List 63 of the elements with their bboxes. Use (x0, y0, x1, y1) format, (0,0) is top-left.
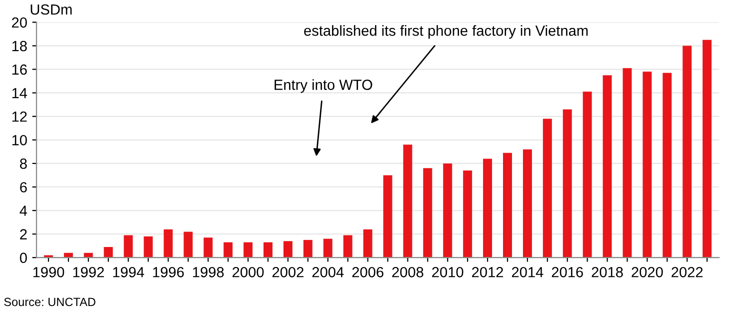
bar (562, 109, 572, 258)
y-tick-label: 4 (20, 206, 28, 216)
y-tick-label: 8 (20, 158, 27, 169)
y-tick-label: 6 (20, 182, 27, 192)
bar (622, 68, 632, 258)
bar (582, 92, 592, 258)
bar (343, 235, 352, 258)
x-tick-label: 1994 (113, 266, 144, 278)
bar (662, 72, 672, 258)
y-tick-label: 12 (12, 111, 27, 122)
y-tick-label: 0 (20, 252, 27, 264)
bar (323, 238, 332, 258)
source-note: Source: UNCTAD (4, 298, 96, 306)
annotation: established its first phone factory in Vietnam (304, 25, 588, 39)
y-tick-label: 18 (12, 40, 27, 52)
annotation: Entry into WTO (274, 79, 372, 93)
bar (303, 240, 312, 258)
x-tick-label: 2016 (552, 266, 583, 278)
y-tick-label: 2 (20, 229, 27, 240)
bar (204, 238, 213, 258)
x-tick-label: 2010 (432, 266, 464, 278)
bar (542, 118, 552, 258)
bar (124, 235, 133, 258)
x-tick-label: 2018 (592, 266, 623, 278)
bar (224, 242, 233, 258)
y-axis-title: USDm (30, 4, 72, 15)
bar (423, 168, 432, 258)
y-tick-label: 10 (12, 135, 27, 146)
x-tick-label: 2022 (672, 266, 703, 278)
bar (642, 72, 652, 258)
x-tick-label: 2014 (512, 266, 544, 278)
bar (503, 152, 512, 258)
y-tick-label: 14 (12, 88, 28, 98)
bar (483, 158, 492, 258)
x-tick-label: 2006 (352, 266, 384, 278)
x-tick-label: 1992 (73, 266, 104, 278)
x-tick-label: 2008 (392, 266, 424, 278)
bar (463, 170, 472, 258)
bar (283, 241, 292, 258)
bar (702, 40, 712, 258)
bar (264, 242, 272, 258)
bar (363, 229, 372, 258)
bar (403, 144, 412, 258)
x-tick-label: 1998 (193, 266, 224, 278)
bar (383, 175, 392, 258)
bar (443, 163, 452, 258)
bar (522, 149, 532, 258)
bar (682, 46, 692, 258)
x-tick-label: 2004 (312, 266, 344, 278)
x-tick-label: 2020 (632, 266, 663, 278)
bar (244, 242, 253, 258)
x-tick-label: 1996 (153, 266, 184, 278)
x-tick-label: 2000 (232, 266, 264, 278)
bar (184, 232, 193, 258)
x-tick-label: 1990 (33, 266, 64, 278)
y-tick-label: 20 (12, 17, 27, 28)
y-tick-label: 16 (12, 64, 27, 75)
bar (164, 229, 173, 258)
bar (602, 75, 612, 258)
bar (144, 236, 153, 258)
x-tick-label: 2012 (472, 266, 504, 278)
bar (104, 246, 113, 258)
x-tick-label: 2002 (272, 266, 304, 278)
